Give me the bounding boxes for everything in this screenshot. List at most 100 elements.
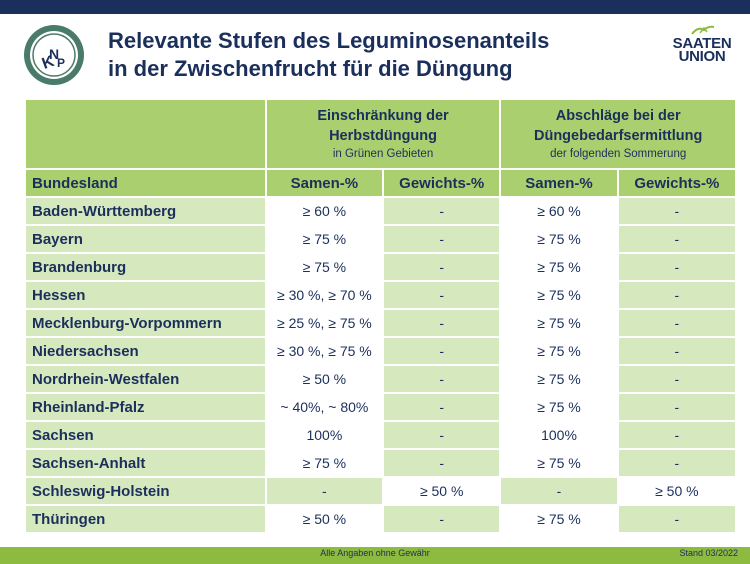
value-cell: ≥ 75 % xyxy=(501,282,617,308)
svg-text:P: P xyxy=(57,56,65,70)
bundesland-cell: Sachsen xyxy=(26,422,265,448)
value-cell: ≥ 75 % xyxy=(266,226,383,252)
logo-line-1: SAATEN xyxy=(672,35,732,52)
column-header-bundesland: Bundesland xyxy=(26,170,265,196)
bundesland-cell: Baden-Württemberg xyxy=(26,198,265,224)
group1-title-line1: Einschränkung der xyxy=(317,108,449,124)
value-cell: ≥ 75 % xyxy=(501,366,617,392)
value-cell: - xyxy=(384,394,500,420)
value-cell: ≥ 60 % xyxy=(266,198,383,224)
value-cell: ≥ 75 % xyxy=(501,506,617,532)
value-cell: - xyxy=(384,310,500,336)
bundesland-cell: Bayern xyxy=(26,226,265,252)
table-row: Sachsen-Anhalt ≥ 75 % - ≥ 75 % - xyxy=(26,450,735,476)
top-bar xyxy=(0,0,750,14)
table-row: Rheinland-Pfalz ~ 40%, ~ 80% - ≥ 75 % - xyxy=(26,394,735,420)
value-cell: ≥ 50 % xyxy=(266,366,383,392)
table-row: Thüringen ≥ 50 % - ≥ 75 % - xyxy=(26,506,735,532)
group2-note: der folgenden Sommerung xyxy=(550,148,687,160)
value-cell: - xyxy=(618,366,735,392)
value-cell: ≥ 75 % xyxy=(266,450,383,476)
header-empty-cell xyxy=(26,100,265,168)
value-cell: - xyxy=(384,450,500,476)
value-cell: ≥ 30 %, ≥ 70 % xyxy=(266,282,383,308)
table-row: Bayern ≥ 75 % - ≥ 75 % - xyxy=(26,226,735,252)
value-cell: - xyxy=(618,422,735,448)
value-cell: 100% xyxy=(501,422,617,448)
title-line-2: in der Zwischenfrucht für die Düngung xyxy=(108,56,513,81)
bundesland-cell: Nordrhein-Westfalen xyxy=(26,366,265,392)
value-cell: ≥ 75 % xyxy=(501,226,617,252)
bundesland-cell: Sachsen-Anhalt xyxy=(26,450,265,476)
value-cell: ≥ 75 % xyxy=(501,450,617,476)
value-cell: ≥ 75 % xyxy=(501,338,617,364)
value-cell: - xyxy=(618,310,735,336)
value-cell: ≥ 25 %, ≥ 75 % xyxy=(266,310,383,336)
value-cell: - xyxy=(618,282,735,308)
table-row: Schleswig-Holstein - ≥ 50 % - ≥ 50 % xyxy=(26,478,735,504)
value-cell: ≥ 50 % xyxy=(266,506,383,532)
legume-table: Einschränkung der Herbstdüngung in Grüne… xyxy=(24,98,737,534)
group-header-sommerung: Abschläge bei der Düngebedarfsermittlung… xyxy=(501,100,735,168)
value-cell: - xyxy=(384,198,500,224)
svg-text:N: N xyxy=(49,46,59,62)
group1-title-line2: Herbstdüngung xyxy=(329,128,437,144)
value-cell: ≥ 75 % xyxy=(501,394,617,420)
knp-logo: K N P xyxy=(22,23,86,87)
saaten-union-logo: SAATEN UNION xyxy=(666,24,738,74)
bundesland-cell: Niedersachsen xyxy=(26,338,265,364)
value-cell: - xyxy=(618,338,735,364)
value-cell: ≥ 50 % xyxy=(384,478,500,504)
bundesland-cell: Schleswig-Holstein xyxy=(26,478,265,504)
value-cell: - xyxy=(618,226,735,252)
value-cell: - xyxy=(501,478,617,504)
leaf-icon xyxy=(691,25,715,35)
table-row: Sachsen 100% -100% - xyxy=(26,422,735,448)
bundesland-cell: Hessen xyxy=(26,282,265,308)
column-header-gewichts-2: Gewichts-% xyxy=(618,170,735,196)
value-cell: - xyxy=(384,422,500,448)
value-cell: ≥ 60 % xyxy=(501,198,617,224)
column-header-samen-1: Samen-% xyxy=(266,170,383,196)
table-row: Baden-Württemberg ≥ 60 % - ≥ 60 % - xyxy=(26,198,735,224)
column-header-samen-2: Samen-% xyxy=(501,170,617,196)
bundesland-cell: Mecklenburg-Vorpommern xyxy=(26,310,265,336)
group-header-herbst: Einschränkung der Herbstdüngung in Grüne… xyxy=(266,100,500,168)
value-cell: ≥ 75 % xyxy=(266,254,383,280)
footer-disclaimer: Alle Angaben ohne Gewähr xyxy=(320,548,430,558)
value-cell: ~ 40%, ~ 80% xyxy=(266,394,383,420)
logo-line-2: UNION xyxy=(678,48,726,65)
value-cell: ≥ 50 % xyxy=(618,478,735,504)
bundesland-cell: Brandenburg xyxy=(26,254,265,280)
value-cell: - xyxy=(618,198,735,224)
table-row: Nordrhein-Westfalen ≥ 50 % - ≥ 75 % - xyxy=(26,366,735,392)
value-cell: - xyxy=(384,506,500,532)
bundesland-cell: Rheinland-Pfalz xyxy=(26,394,265,420)
page-title: Relevante Stufen des Leguminosenanteils … xyxy=(108,27,648,83)
value-cell: - xyxy=(384,226,500,252)
footer-bar: Alle Angaben ohne Gewähr Stand 03/2022 xyxy=(0,547,750,564)
title-line-1: Relevante Stufen des Leguminosenanteils xyxy=(108,28,550,53)
knp-logo-icon: K N P xyxy=(24,25,84,85)
table-row: Niedersachsen ≥ 30 %, ≥ 75 % - ≥ 75 % - xyxy=(26,338,735,364)
group2-title-line1: Abschläge bei der xyxy=(555,108,681,124)
value-cell: - xyxy=(384,254,500,280)
table-row: Brandenburg ≥ 75 % - ≥ 75 % - xyxy=(26,254,735,280)
column-header-gewichts-1: Gewichts-% xyxy=(384,170,500,196)
group1-note: in Grünen Gebieten xyxy=(332,148,434,160)
value-cell: ≥ 30 %, ≥ 75 % xyxy=(266,338,383,364)
value-cell: - xyxy=(384,282,500,308)
table-row: Hessen ≥ 30 %, ≥ 70 % - ≥ 75 % - xyxy=(26,282,735,308)
value-cell: - xyxy=(618,450,735,476)
value-cell: 100% xyxy=(266,422,383,448)
value-cell: ≥ 75 % xyxy=(501,310,617,336)
group2-title-line2: Düngebedarfsermittlung xyxy=(533,128,703,144)
value-cell: - xyxy=(618,254,735,280)
value-cell: - xyxy=(618,394,735,420)
value-cell: - xyxy=(384,338,500,364)
value-cell: - xyxy=(618,506,735,532)
bundesland-cell: Thüringen xyxy=(26,506,265,532)
value-cell: ≥ 75 % xyxy=(501,254,617,280)
footer-stand: Stand 03/2022 xyxy=(679,548,738,558)
value-cell: - xyxy=(266,478,383,504)
